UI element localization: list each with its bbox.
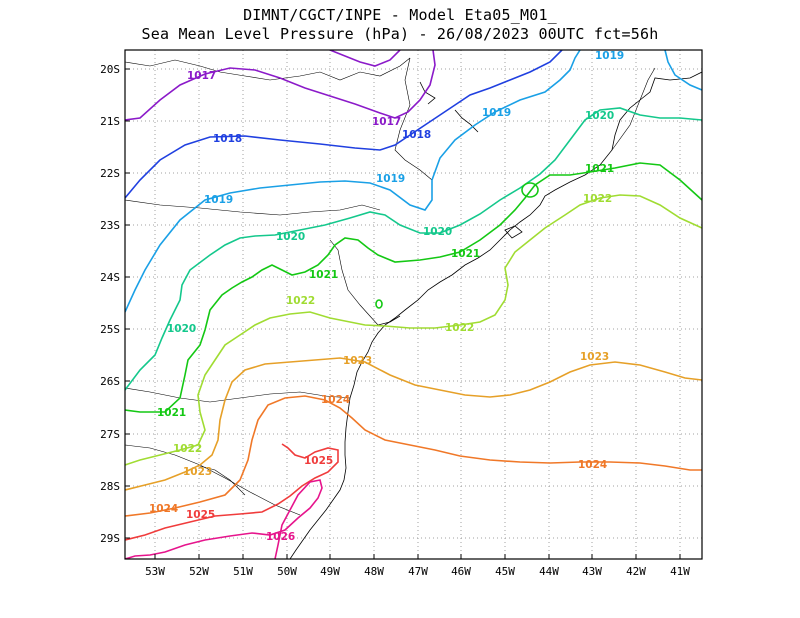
coastline: [289, 71, 702, 559]
label-1022: 1022: [173, 443, 202, 455]
lat-label: 20S: [100, 63, 120, 76]
isobar-1017: [125, 50, 436, 121]
isobar-1023: [125, 357, 702, 491]
lat-label: 23S: [100, 219, 120, 232]
state-borders: [125, 57, 656, 516]
lon-label: 43W: [582, 565, 602, 578]
label-1025: 1025: [186, 509, 215, 521]
label-1026: 1026: [266, 531, 295, 543]
lon-label: 52W: [189, 565, 209, 578]
map-title: DIMNT/CGCT/INPE - Model Eta05_M01_: [243, 6, 557, 24]
label-1024: 1024: [321, 394, 350, 406]
plot-frame: [124, 49, 703, 560]
lon-label: 51W: [233, 565, 253, 578]
lon-label: 53W: [145, 565, 165, 578]
label-1022: 1022: [286, 295, 315, 307]
isobar-1021-small: [375, 299, 383, 309]
label-1021: 1021: [451, 248, 480, 260]
isobar-1019: [125, 50, 581, 313]
label-1021: 1021: [157, 407, 186, 419]
isobar-1019-b: [664, 50, 702, 91]
isobars: [125, 50, 702, 559]
label-1020: 1020: [167, 323, 196, 335]
label-1018: 1018: [213, 133, 242, 145]
axis-ticks: [125, 68, 681, 559]
label-1024: 1024: [149, 503, 178, 515]
label-1020: 1020: [585, 110, 614, 122]
isobar-1018: [125, 50, 563, 199]
lat-label: 27S: [100, 428, 120, 441]
lon-label: 41W: [670, 565, 690, 578]
lat-label: 24S: [100, 271, 120, 284]
label-1023: 1023: [343, 355, 372, 367]
isobar-1022: [125, 194, 702, 466]
isobar-1025: [125, 443, 339, 541]
label-1017: 1017: [372, 116, 401, 128]
lat-lon-grid: [125, 50, 702, 559]
latitude-labels: 20S 21S 22S 23S 24S 25S 26S 27S 28S 29S: [100, 63, 120, 545]
label-1023: 1023: [183, 466, 212, 478]
isobar-1021-ring: [521, 182, 539, 198]
label-1020: 1020: [423, 226, 452, 238]
label-1024: 1024: [578, 459, 607, 471]
label-1019: 1019: [204, 194, 233, 206]
lat-label: 28S: [100, 480, 120, 493]
lat-label: 21S: [100, 115, 120, 128]
isobar-1020: [125, 107, 702, 391]
lon-label: 48W: [364, 565, 384, 578]
isobar-1021: [125, 162, 702, 413]
isobar-1026: [125, 479, 323, 559]
lon-label: 47W: [408, 565, 428, 578]
longitude-labels: 53W 52W 51W 50W 49W 48W 47W 46W 45W 44W …: [145, 565, 690, 578]
label-1019: 1019: [595, 50, 624, 62]
isobar-1017-b: [329, 50, 401, 67]
lon-label: 50W: [277, 565, 297, 578]
lon-label: 45W: [495, 565, 515, 578]
label-1017: 1017: [187, 70, 216, 82]
lon-label: 44W: [539, 565, 559, 578]
label-1021: 1021: [309, 269, 338, 281]
label-1018: 1018: [402, 129, 431, 141]
label-1019: 1019: [482, 107, 511, 119]
lat-label: 25S: [100, 323, 120, 336]
label-1020: 1020: [276, 231, 305, 243]
label-1023: 1023: [580, 351, 609, 363]
isobar-1024: [125, 395, 702, 517]
label-1025: 1025: [304, 455, 333, 467]
label-1021: 1021: [585, 163, 614, 175]
label-1022: 1022: [583, 193, 612, 205]
lon-label: 46W: [451, 565, 471, 578]
lat-label: 22S: [100, 167, 120, 180]
label-1022: 1022: [445, 322, 474, 334]
map-subtitle: Sea Mean Level Pressure (hPa) - 26/08/20…: [141, 25, 659, 43]
lon-label: 42W: [626, 565, 646, 578]
lat-label: 29S: [100, 532, 120, 545]
isobar-labels: 1017 1017 1018 1018 1019 1019 1019 1019 …: [149, 50, 624, 543]
lat-label: 26S: [100, 375, 120, 388]
lon-label: 49W: [320, 565, 340, 578]
label-1019: 1019: [376, 173, 405, 185]
